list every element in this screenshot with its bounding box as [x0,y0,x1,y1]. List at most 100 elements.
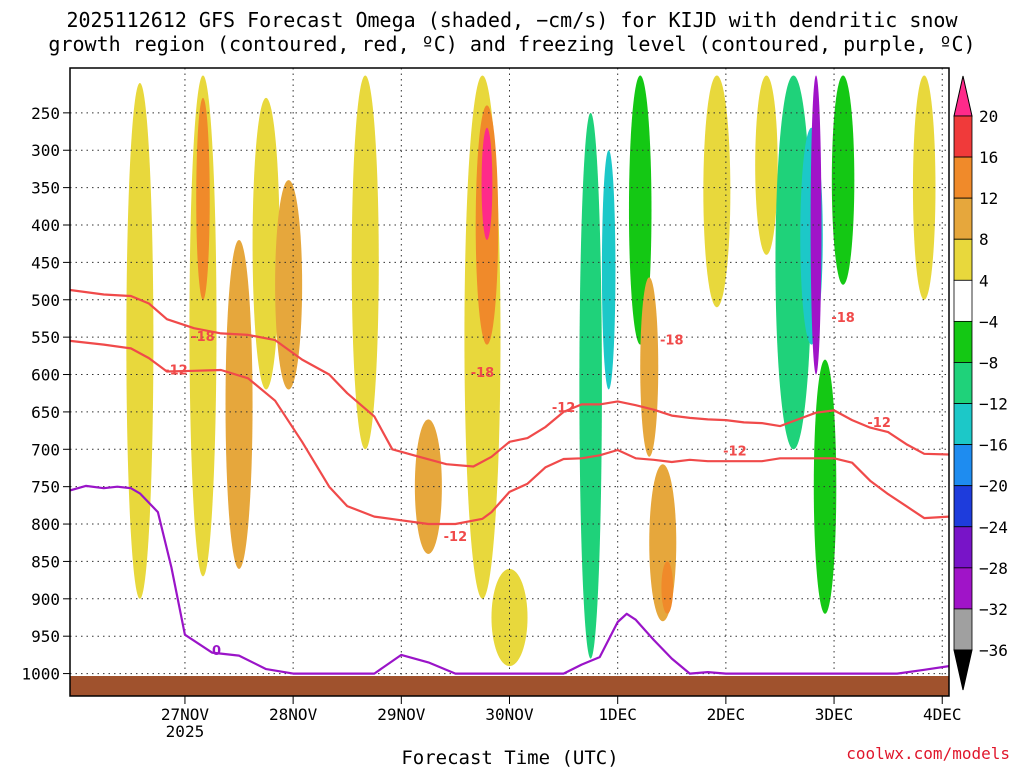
source-credit: coolwx.com/models [846,744,1010,763]
omega-region-1 [189,75,217,577]
colorbar: 20 16 12 8 4 −4 −8 −12 −16 −20 −24 −28 −32 −36 [953,75,1008,691]
x-tick-label-29NOV: 29NOV [377,705,426,724]
omega-region-14 [628,75,652,345]
colorbar-label-8: −16 [979,436,1008,455]
colorbar-bottom-triangle [953,649,973,691]
contour-label-6: -12 [444,530,468,545]
omega-region-12 [579,112,602,659]
omega-region-13 [601,150,616,390]
contour-label-1: -12 [164,364,188,379]
colorbar-band-9 [953,485,973,528]
y-tick-label-500: 500 [31,291,60,310]
contours [70,288,949,675]
colorbar-label-1: 16 [979,148,998,167]
x-tick-label-28NOV: 28NOV [269,705,318,724]
colorbar-band-2 [953,197,973,240]
colorbar-band-3 [953,238,973,281]
omega-region-18 [703,75,731,308]
contour-label-0: -18 [191,330,215,345]
omega-region-24 [831,75,855,285]
omega-region-5 [275,180,303,390]
x-tick-label-30NOV: 30NOV [485,705,534,724]
x-tick-label-1DEC: 1DEC [598,705,637,724]
y-tick-label-1000: 1000 [21,665,60,684]
omega-region-20 [775,75,812,450]
omega-region-6 [351,75,379,450]
colorbar-label-6: −8 [979,353,998,372]
omega-region-25 [912,75,936,300]
contour-labels: -18 -12 -18 -18 -18 -12 -12 -12 -12 0 [164,311,891,659]
omega-region-19 [755,75,778,255]
colorbar-label-2: 12 [979,189,998,208]
omega-region-17 [661,561,674,614]
colorbar-band-0 [953,115,973,158]
colorbar-band-12 [953,608,973,651]
contour-label-5: -12 [552,401,576,416]
contour-label-2: -18 [471,366,495,381]
omega-region-23 [813,359,837,614]
colorbar-band-5 [953,320,973,363]
y-tick-label-650: 650 [31,403,60,422]
x-tick-label-4DEC: 4DEC [923,705,962,724]
y-tick-label-750: 750 [31,478,60,497]
colorbar-band-6 [953,362,973,404]
y-tick-label-350: 350 [31,179,60,198]
y-tick-label-950: 950 [31,627,60,646]
grid-lines [70,68,949,696]
colorbar-band-10 [953,526,973,569]
plot-area [70,68,949,696]
contour-label-9: 0 [212,644,221,659]
y-tick-label-550: 550 [31,328,60,347]
colorbar-label-4: 4 [979,271,989,290]
chart-title-line-1: 2025112612 GFS Forecast Omega (shaded, −… [66,8,958,32]
colorbar-band-7 [953,403,973,446]
colorbar-label-13: −36 [979,641,1008,660]
colorbar-label-12: −32 [979,600,1008,619]
colorbar-band-11 [953,567,973,610]
y-tick-label-450: 450 [31,253,60,272]
contour-label-7: -12 [723,444,747,459]
x-tick-label-3DEC: 3DEC [815,705,854,724]
omega-region-4 [252,97,280,390]
colorbar-band-8 [953,444,973,487]
contour-label-3: -18 [660,334,684,349]
omega-region-11 [491,568,528,667]
y-tick-label-400: 400 [31,216,60,235]
colorbar-label-9: −20 [979,477,1008,496]
colorbar-band-4 [953,279,973,322]
freezing-contour-2 [70,484,949,675]
colorbar-label-0: 20 [979,107,998,126]
omega-shading [126,75,936,667]
colorbar-label-3: 8 [979,230,989,249]
x-tick-sublabel-27NOV: 2025 [166,722,205,741]
colorbar-label-11: −28 [979,559,1008,578]
chart-title-line-2: growth region (contoured, red, ºC) and f… [48,32,975,56]
omega-region-2 [196,97,210,300]
y-tick-label-900: 900 [31,590,60,609]
colorbar-label-7: −12 [979,395,1008,414]
x-tick-label-27NOV: 27NOV [161,705,210,724]
contour-label-8: -12 [867,416,891,431]
omega-region-15 [640,277,659,457]
colorbar-label-10: −24 [979,518,1008,537]
dendritic-contour-1 [70,339,949,526]
omega-region-0 [126,82,154,599]
y-tick-label-850: 850 [31,552,60,571]
x-tick-label-2DEC: 2DEC [707,705,746,724]
dendritic-contour-0 [70,288,949,468]
y-tick-label-800: 800 [31,515,60,534]
ground-surface [70,676,949,696]
omega-region-3 [225,239,253,569]
y-tick-label-250: 250 [31,104,60,123]
y-tick-label-600: 600 [31,366,60,385]
y-tick-label-700: 700 [31,440,60,459]
omega-region-10 [481,127,493,240]
y-tick-label-300: 300 [31,141,60,160]
omega-region-22 [810,75,822,375]
x-axis-label: Forecast Time (UTC) [401,747,618,768]
colorbar-label-5: −4 [979,312,998,331]
y-axis-ticks: 250 300 350 400 450 500 550 600 650 700 750 800 850 9… [21,104,70,684]
ground [70,676,949,696]
